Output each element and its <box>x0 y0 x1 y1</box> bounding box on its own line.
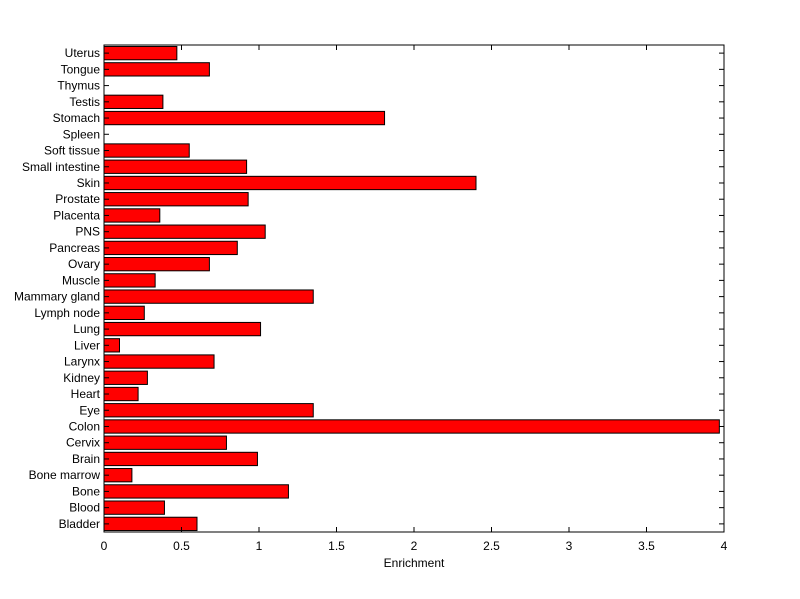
bar-blood <box>103 500 165 515</box>
bar-colon <box>103 419 720 434</box>
x-tick-label-7: 3.5 <box>638 539 655 553</box>
y-axis: Bladder Blood Bone Bone marrow Brain Cervix Co… <box>14 46 724 531</box>
x-axis-label: Enrichment <box>384 556 445 570</box>
y-tick-label-mammary-gland: Mammary gland <box>14 290 100 304</box>
x-axis: 0 0.5 1 1.5 2 2.5 3 3.5 4 <box>101 45 728 553</box>
y-tick-label-heart: Heart <box>71 387 101 401</box>
y-tick-label-liver: Liver <box>74 338 100 352</box>
y-tick-label-larynx: Larynx <box>64 355 100 369</box>
y-tick-label-eye: Eye <box>79 403 100 417</box>
y-tick-label-thymus: Thymus <box>57 79 100 93</box>
bar-pns <box>103 224 266 239</box>
bar-kidney <box>103 370 148 385</box>
bar-lung <box>103 321 262 337</box>
bar-larynx <box>103 354 215 369</box>
bars-group <box>103 45 720 532</box>
x-tick-label-0: 0 <box>101 539 108 553</box>
y-tick-label-brain: Brain <box>72 452 100 466</box>
bar-bladder <box>103 516 198 532</box>
y-tick-label-small-intestine: Small intestine <box>22 160 100 174</box>
bar-testis <box>103 94 164 109</box>
y-tick-label-blood: Blood <box>69 501 100 515</box>
bar-stomach <box>103 110 386 126</box>
bar-tongue <box>103 62 210 77</box>
y-tick-label-spleen: Spleen <box>63 127 100 141</box>
bar-lymph-node <box>103 305 145 321</box>
bar-bone <box>103 484 289 499</box>
bar-skin <box>103 175 477 191</box>
x-tick-label-6: 3 <box>566 539 573 553</box>
y-tick-label-testis: Testis <box>69 95 100 109</box>
bar-placenta <box>103 208 161 223</box>
y-tick-label-colon: Colon <box>69 419 100 433</box>
y-tick-label-soft-tissue: Soft tissue <box>44 144 100 158</box>
y-tick-label-bone-marrow: Bone marrow <box>29 468 101 482</box>
y-tick-label-placenta: Placenta <box>53 208 100 222</box>
bar-cervix <box>103 435 227 450</box>
bar-ovary <box>103 256 210 272</box>
y-tick-label-bladder: Bladder <box>59 517 100 531</box>
y-tick-label-ovary: Ovary <box>68 257 100 271</box>
y-tick-label-cervix: Cervix <box>66 436 100 450</box>
bar-uterus <box>103 45 178 61</box>
bar-small-intestine <box>103 159 248 174</box>
bar-pancreas <box>103 240 238 256</box>
bar-heart <box>103 386 139 402</box>
x-tick-label-8: 4 <box>721 539 728 553</box>
y-tick-label-muscle: Muscle <box>62 273 100 287</box>
x-tick-label-2: 1 <box>256 539 263 553</box>
x-tick-label-3: 1.5 <box>328 539 345 553</box>
x-tick-label-5: 2.5 <box>483 539 500 553</box>
y-tick-label-bone: Bone <box>72 484 100 498</box>
bar-brain <box>103 451 258 467</box>
y-tick-label-stomach: Stomach <box>53 111 100 125</box>
y-tick-label-pancreas: Pancreas <box>49 241 100 255</box>
y-tick-label-skin: Skin <box>77 176 100 190</box>
y-tick-label-lymph-node: Lymph node <box>34 306 100 320</box>
bar-soft-tissue <box>103 143 190 158</box>
bar-prostate <box>103 192 249 207</box>
y-tick-label-tongue: Tongue <box>61 62 101 76</box>
y-tick-label-uterus: Uterus <box>65 46 100 60</box>
x-tick-label-4: 2 <box>411 539 418 553</box>
plot-area <box>103 44 725 533</box>
bar-eye <box>103 403 314 418</box>
y-tick-label-pns: PNS <box>75 225 100 239</box>
y-tick-label-prostate: Prostate <box>55 192 100 206</box>
bar-mammary-gland <box>103 289 314 304</box>
y-tick-label-lung: Lung <box>73 322 100 336</box>
bar-muscle <box>103 273 156 288</box>
x-tick-label-1: 0.5 <box>173 539 190 553</box>
y-tick-label-kidney: Kidney <box>63 371 100 385</box>
